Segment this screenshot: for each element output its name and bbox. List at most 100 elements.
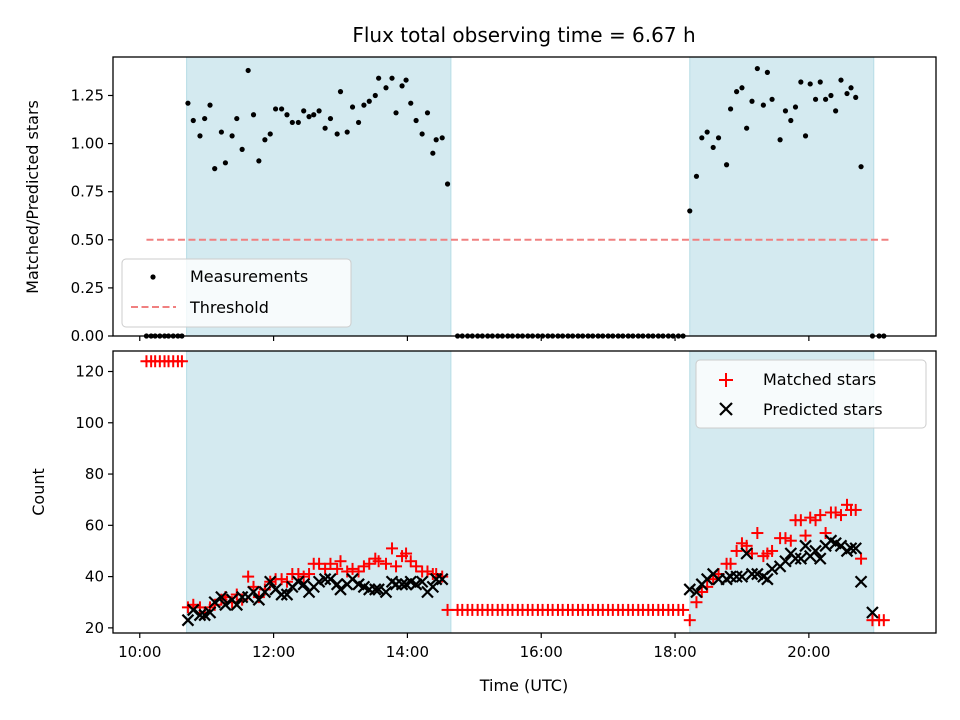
- matched-point: [877, 614, 890, 627]
- matched-point: [683, 614, 696, 627]
- predicted-point: [369, 583, 382, 596]
- predicted-point: [779, 554, 792, 568]
- matched-point: [324, 557, 337, 570]
- predicted-point: [849, 542, 862, 555]
- measurement-point: [807, 81, 813, 87]
- measurement-point: [267, 131, 273, 137]
- measurement-point: [301, 108, 307, 114]
- measurement-point: [212, 166, 218, 172]
- bottom-y-ticks: 20 40 60 80 100 120: [75, 363, 113, 637]
- predicted-point: [735, 570, 749, 583]
- predicted-point: [415, 575, 429, 589]
- predicted-point: [181, 613, 195, 627]
- y-tick-label: 40: [85, 568, 104, 586]
- matched-point: [404, 555, 417, 568]
- measurement-point: [239, 146, 245, 152]
- measurement-point: [389, 75, 395, 81]
- measurement-point: [844, 90, 850, 97]
- x-axis-label: Time (UTC): [479, 676, 568, 695]
- y-tick-label: 60: [85, 516, 104, 534]
- measurement-point: [366, 98, 372, 104]
- measurement-point: [344, 129, 350, 135]
- matched-point: [319, 562, 332, 575]
- top-y-axis-label: Matched/Predicted stars: [23, 100, 42, 294]
- predicted-point: [813, 552, 827, 565]
- predicted-point: [193, 608, 207, 622]
- predicted-point: [372, 583, 385, 596]
- measurement-point: [207, 102, 213, 108]
- measurement-point: [327, 115, 334, 122]
- measurement-point: [433, 137, 439, 143]
- measurement-point: [376, 75, 382, 81]
- predicted-point: [252, 593, 266, 606]
- measurement-point: [272, 106, 279, 112]
- bottom-series: [140, 355, 890, 627]
- legend-measurements-label: Measurements: [190, 267, 308, 286]
- legend-predicted-label: Predicted stars: [763, 400, 883, 419]
- measurement-point: [812, 96, 819, 102]
- matched-point: [242, 570, 255, 583]
- measurement-point: [316, 108, 322, 114]
- predicted-point: [435, 572, 449, 586]
- predicted-point: [247, 585, 260, 599]
- matched-point: [724, 557, 737, 570]
- measurement-point: [439, 135, 445, 141]
- measurement-point: [361, 102, 367, 108]
- measurement-point: [734, 89, 740, 95]
- predicted-point: [275, 588, 288, 601]
- matched-point: [275, 573, 288, 586]
- predicted-point: [219, 598, 232, 612]
- x-tick-label: 18:00: [653, 643, 696, 661]
- matched-point: [352, 565, 365, 578]
- predicted-point: [745, 567, 759, 581]
- legend-predicted-marker: [719, 402, 733, 416]
- observing-window: [689, 56, 875, 337]
- measurement-point: [723, 162, 730, 168]
- predicted-point: [809, 544, 822, 558]
- chart-title: Flux total observing time = 6.67 h: [352, 23, 695, 47]
- measurement-point: [284, 112, 290, 118]
- matched-point: [363, 557, 376, 570]
- predicted-point: [854, 575, 868, 589]
- measurement-point: [399, 83, 405, 89]
- top-axes-frame: [112, 56, 937, 337]
- measurement-point: [197, 133, 203, 139]
- measurement-point: [245, 67, 251, 74]
- measurement-point: [403, 77, 409, 83]
- measurement-point: [704, 129, 710, 135]
- predicted-point: [208, 595, 221, 609]
- measurement-point: [355, 119, 362, 126]
- measurement-point: [334, 131, 340, 137]
- predicted-point: [334, 583, 347, 596]
- measurement-point: [833, 108, 839, 114]
- predicted-point: [258, 585, 272, 599]
- matched-point: [766, 544, 779, 557]
- measurement-point: [262, 137, 268, 143]
- matched-point: [804, 511, 817, 524]
- measurement-point: [848, 85, 854, 91]
- predicted-point: [765, 562, 779, 576]
- matched-point: [814, 509, 827, 522]
- top-y-ticks: 0.00 0.25 0.50 0.75 1.00 1.25: [71, 86, 113, 345]
- bottom-axes-frame: [112, 350, 937, 634]
- y-tick-label: 0.25: [71, 279, 104, 297]
- matched-point: [175, 355, 188, 368]
- measurement-point: [218, 129, 224, 135]
- predicted-point: [318, 572, 332, 586]
- measurement-point: [798, 79, 804, 85]
- predicted-point: [799, 539, 812, 553]
- matched-point: [794, 514, 807, 527]
- measurement-point: [769, 96, 775, 102]
- matched-point: [829, 506, 842, 519]
- predicted-point: [740, 547, 753, 560]
- matched-point: [334, 555, 347, 568]
- predicted-point: [297, 578, 310, 591]
- measurement-point: [699, 135, 705, 141]
- bottom-legend-box: [695, 359, 927, 429]
- measurement-point: [383, 85, 389, 91]
- top-legend-box: [121, 258, 352, 328]
- measurement-point: [256, 158, 262, 164]
- matched-point: [390, 560, 403, 573]
- measurement-point: [727, 106, 734, 112]
